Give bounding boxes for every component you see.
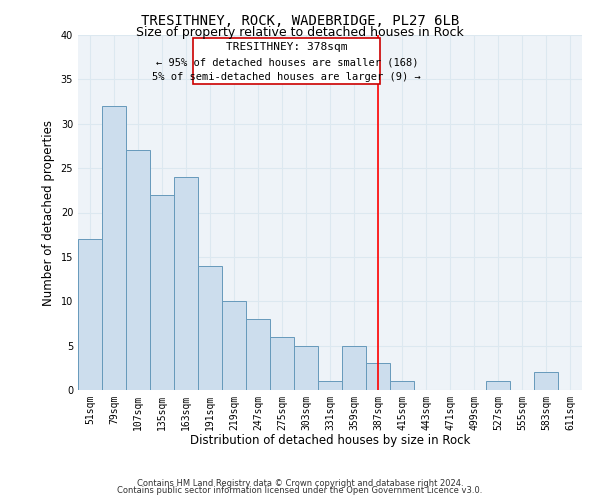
- Text: TRESITHNEY, ROCK, WADEBRIDGE, PL27 6LB: TRESITHNEY, ROCK, WADEBRIDGE, PL27 6LB: [141, 14, 459, 28]
- Bar: [318, 381, 342, 390]
- Y-axis label: Number of detached properties: Number of detached properties: [42, 120, 55, 306]
- Bar: [78, 239, 102, 390]
- Bar: [198, 266, 222, 390]
- Bar: [174, 177, 198, 390]
- Bar: [222, 301, 246, 390]
- Bar: [246, 319, 270, 390]
- X-axis label: Distribution of detached houses by size in Rock: Distribution of detached houses by size …: [190, 434, 470, 448]
- FancyBboxPatch shape: [193, 38, 380, 84]
- Text: Contains public sector information licensed under the Open Government Licence v3: Contains public sector information licen…: [118, 486, 482, 495]
- Bar: [366, 364, 390, 390]
- Text: Size of property relative to detached houses in Rock: Size of property relative to detached ho…: [136, 26, 464, 39]
- Bar: [102, 106, 126, 390]
- Bar: [390, 381, 414, 390]
- Bar: [486, 381, 510, 390]
- Bar: [342, 346, 366, 390]
- Text: ← 95% of detached houses are smaller (168): ← 95% of detached houses are smaller (16…: [155, 58, 418, 68]
- Text: TRESITHNEY: 378sqm: TRESITHNEY: 378sqm: [226, 42, 347, 52]
- Bar: [126, 150, 150, 390]
- Text: Contains HM Land Registry data © Crown copyright and database right 2024.: Contains HM Land Registry data © Crown c…: [137, 478, 463, 488]
- Bar: [294, 346, 318, 390]
- Bar: [534, 372, 558, 390]
- Bar: [150, 194, 174, 390]
- Text: 5% of semi-detached houses are larger (9) →: 5% of semi-detached houses are larger (9…: [152, 72, 421, 82]
- Bar: [270, 337, 294, 390]
